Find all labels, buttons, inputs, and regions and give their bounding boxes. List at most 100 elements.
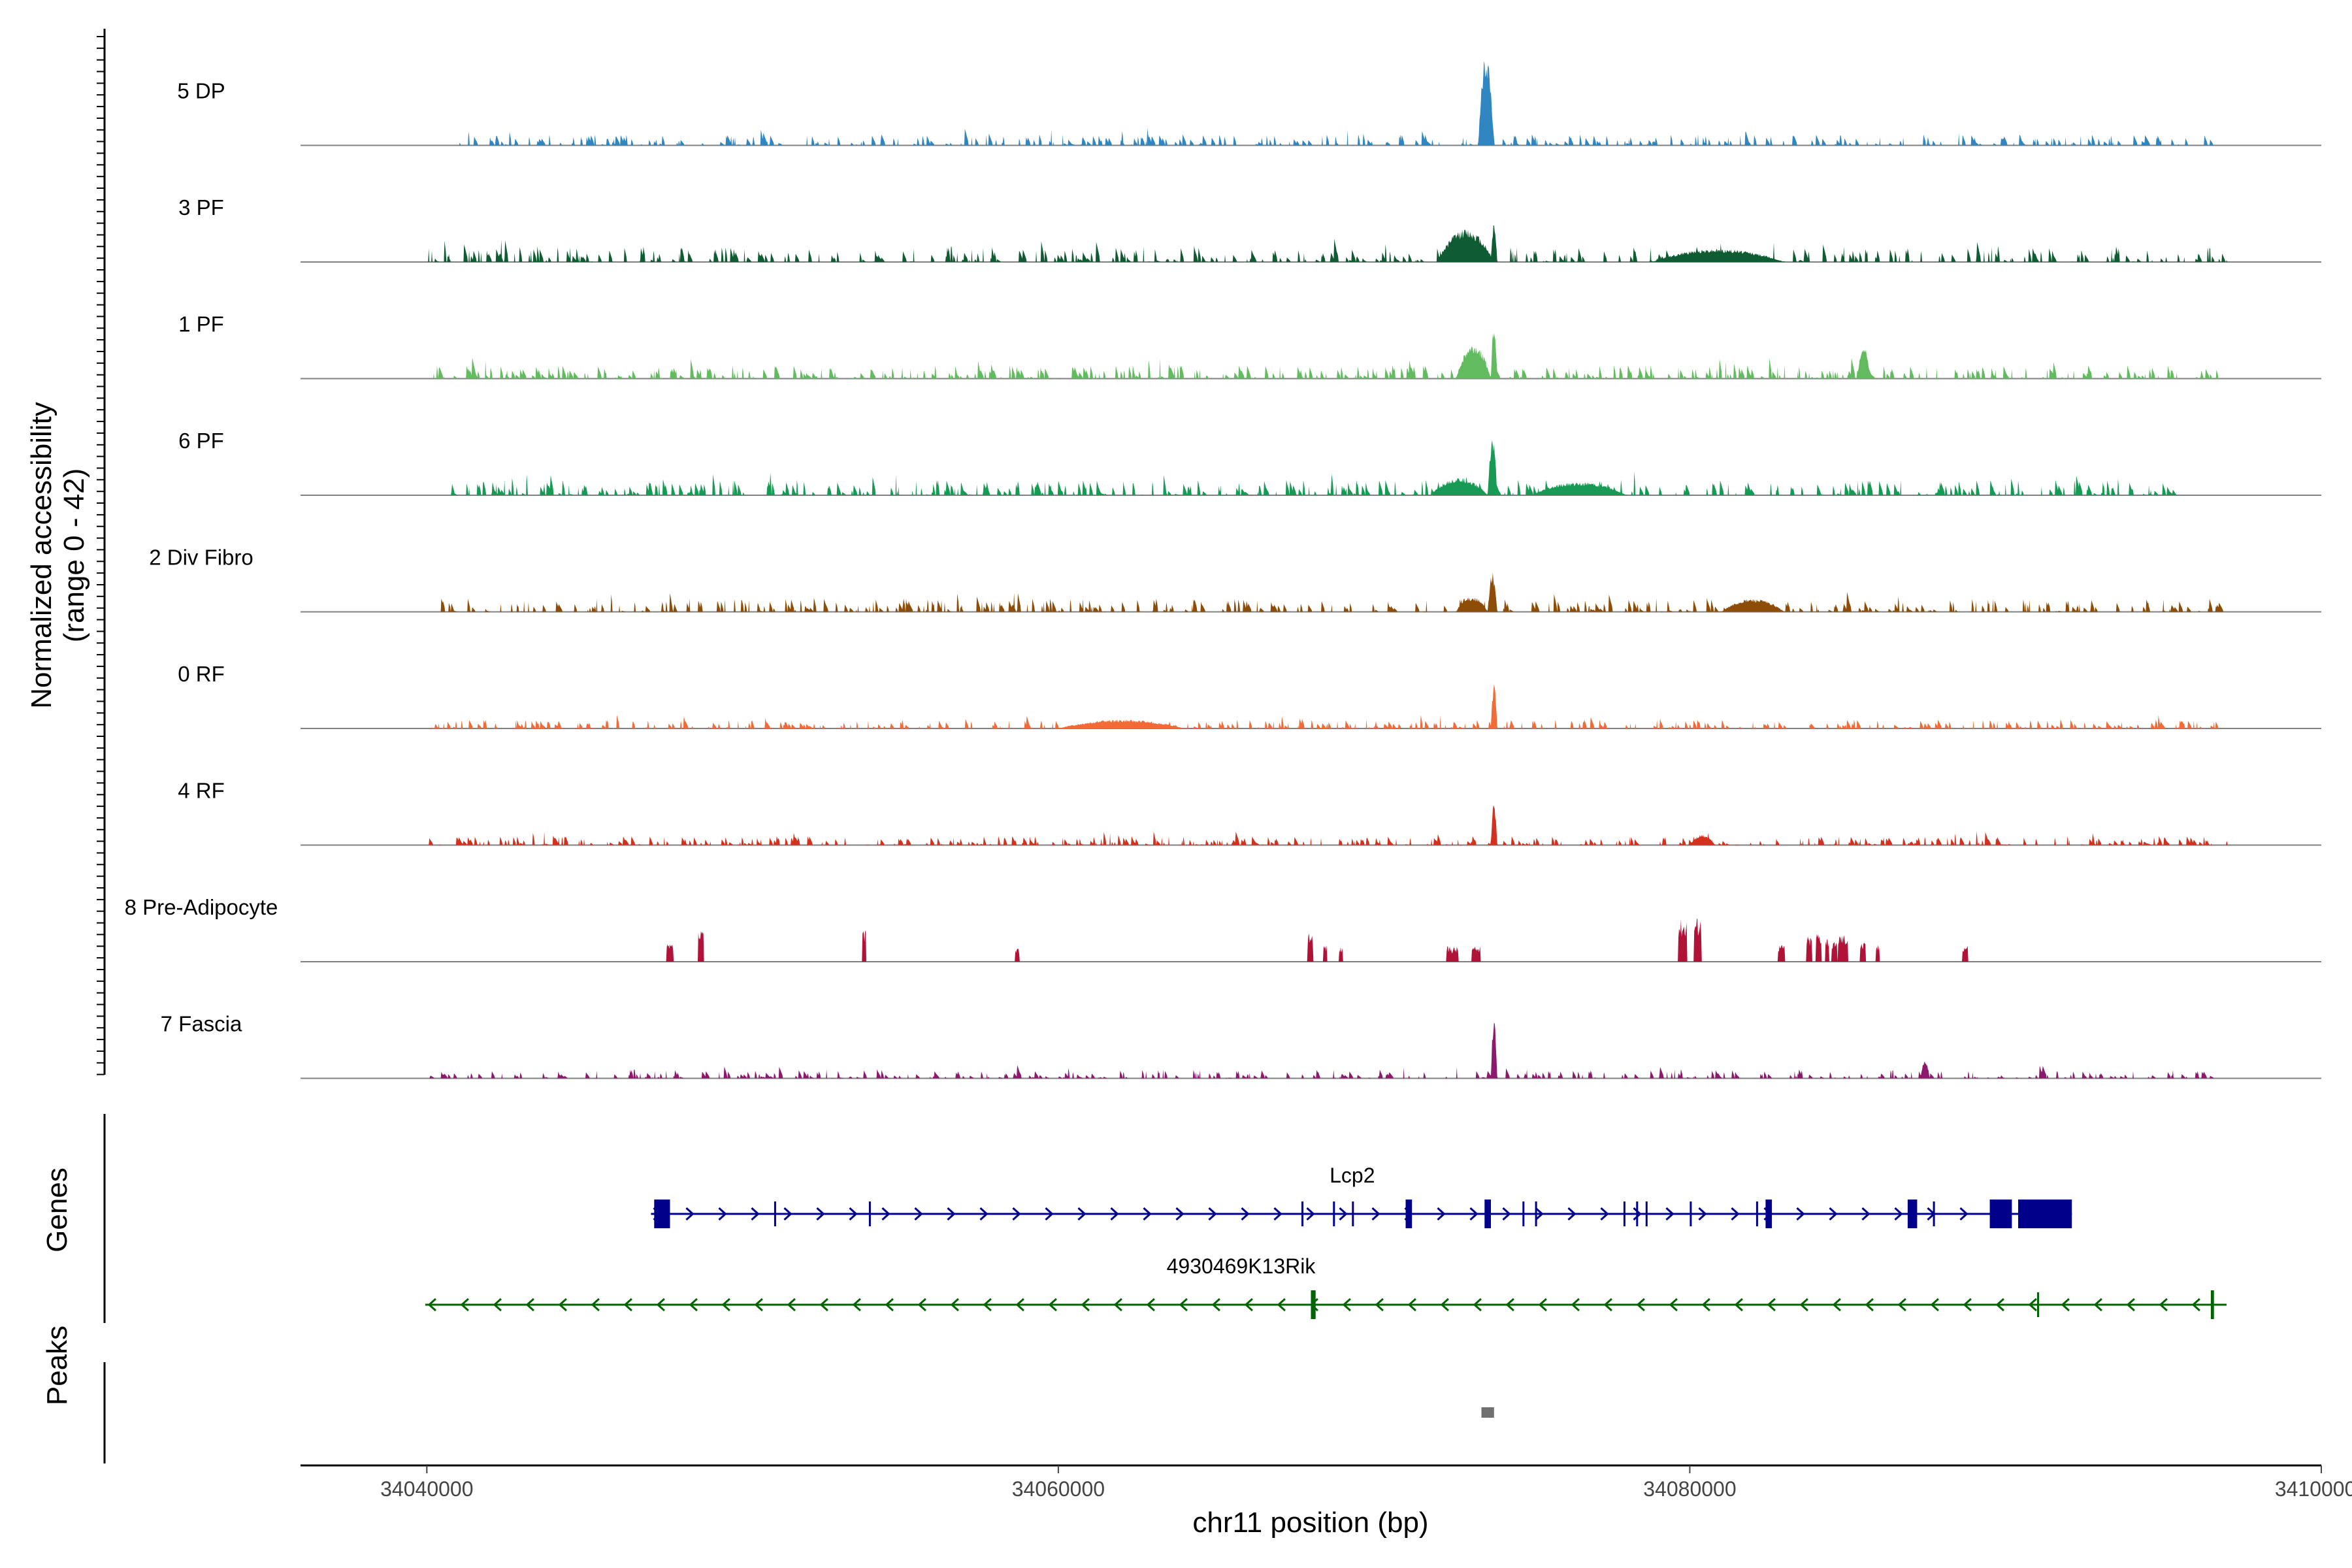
x-axis-ticks: 34040000 34060000 34080000 34100000 [380, 1465, 2352, 1501]
coverage-track-5: 0 RF [178, 662, 2321, 729]
strand-arrow [1767, 1298, 1776, 1312]
strand-arrow [983, 1298, 992, 1312]
strand-arrow [1633, 1207, 1642, 1221]
exon-block [774, 1201, 776, 1226]
strand-arrow [1469, 1207, 1478, 1221]
coverage-area [301, 572, 2321, 612]
coverage-track-8: 7 Fascia [161, 1012, 2321, 1079]
exon-block [1301, 1201, 1303, 1226]
strand-arrow [1113, 1298, 1122, 1312]
strand-arrow [1241, 1207, 1250, 1221]
strand-arrow [1796, 1207, 1805, 1221]
strand-arrow [881, 1207, 890, 1221]
strand-arrow [2159, 1298, 2168, 1312]
exon-block [1405, 1200, 1413, 1228]
strand-arrow [1048, 1298, 1057, 1312]
gene-annotation-track: Lcp2 4930469K13Rik [425, 1164, 2227, 1319]
strand-arrow [1567, 1207, 1576, 1221]
strand-arrow [1832, 1298, 1841, 1312]
track-label: 0 RF [178, 662, 225, 686]
strand-arrow [1371, 1207, 1380, 1221]
coverage-track-3: 6 PF [178, 429, 2321, 496]
strand-arrow [1407, 1298, 1416, 1312]
strand-arrow [460, 1298, 469, 1312]
strand-arrow [1306, 1207, 1315, 1221]
exon-block [1933, 1201, 1935, 1226]
strand-arrow [1799, 1298, 1808, 1312]
strand-arrow [754, 1298, 763, 1312]
coverage-area [301, 440, 2321, 495]
strand-arrow [2061, 1298, 2070, 1312]
strand-arrow [1339, 1207, 1348, 1221]
gene-4930469K13Rik: 4930469K13Rik [425, 1254, 2227, 1319]
exon-block [1989, 1200, 2012, 1228]
strand-arrow [1146, 1298, 1155, 1312]
track-label: 3 PF [178, 195, 224, 220]
coverage-y-ticks [97, 36, 105, 1075]
strand-arrow [1731, 1207, 1740, 1221]
strand-arrow [819, 1298, 828, 1312]
strand-arrow [1081, 1298, 1090, 1312]
exon-block [654, 1200, 670, 1228]
exon-block [1522, 1201, 1525, 1226]
strand-arrow [1208, 1207, 1217, 1221]
strand-arrow [1959, 1207, 1968, 1221]
strand-arrow [751, 1207, 760, 1221]
peak-track [1481, 1407, 1494, 1418]
strand-arrow [917, 1298, 926, 1312]
exon-block [1535, 1201, 1537, 1226]
exon-block [1352, 1201, 1354, 1226]
strand-arrow [1603, 1298, 1612, 1312]
gene-label: Lcp2 [1330, 1164, 1375, 1187]
strand-arrow [1077, 1207, 1086, 1221]
coverage-area [301, 805, 2321, 845]
strand-arrow [852, 1298, 861, 1312]
strand-arrow [947, 1207, 956, 1221]
peaks-panel-title: Peaks [41, 1326, 73, 1405]
x-axis-label: chr11 position (bp) [1192, 1507, 1428, 1539]
coverage-track-4: 2 Div Fibro [149, 546, 2321, 613]
track-label: 1 PF [178, 312, 224, 336]
track-label: 8 Pre-Adipocyte [125, 895, 278, 919]
exon-block [1765, 1200, 1772, 1228]
coverage-area [301, 61, 2321, 146]
exon-block [1907, 1200, 1918, 1228]
strand-arrow [1600, 1207, 1609, 1221]
strand-arrow [1698, 1207, 1707, 1221]
coverage-area [301, 684, 2321, 728]
exon-block [868, 1201, 871, 1226]
strand-arrow [1143, 1207, 1152, 1221]
coverage-area [301, 225, 2321, 262]
strand-arrow [623, 1298, 632, 1312]
strand-arrow [1244, 1298, 1253, 1312]
strand-arrow [1179, 1298, 1188, 1312]
coverage-area [301, 333, 2321, 379]
coverage-track-6: 4 RF [178, 779, 2321, 846]
strand-arrow [1963, 1298, 1972, 1312]
strand-arrow [1437, 1207, 1446, 1221]
exon-block [1333, 1201, 1335, 1226]
strand-arrow [1669, 1298, 1678, 1312]
x-tick-label: 34040000 [380, 1477, 473, 1501]
peak-region [1481, 1407, 1494, 1418]
strand-arrow [1045, 1207, 1054, 1221]
strand-arrow [1012, 1207, 1021, 1221]
strand-arrow [721, 1298, 730, 1312]
strand-arrow [1701, 1298, 1710, 1312]
coverage-area [301, 918, 2321, 962]
coverage-area [301, 1022, 2321, 1079]
strand-arrow [1505, 1298, 1514, 1312]
strand-arrow [1342, 1298, 1351, 1312]
x-tick-label: 34100000 [2275, 1477, 2352, 1501]
exon-block [1756, 1201, 1758, 1226]
exon-block [2037, 1292, 2039, 1317]
strand-arrow [1897, 1298, 1906, 1312]
strand-arrow [914, 1207, 923, 1221]
strand-arrow [1995, 1298, 2004, 1312]
strand-arrow [1110, 1207, 1119, 1221]
strand-arrow [1861, 1207, 1870, 1221]
exon-block [1645, 1201, 1648, 1226]
strand-arrow [493, 1298, 502, 1312]
strand-arrow [1538, 1298, 1547, 1312]
strand-arrow [783, 1207, 792, 1221]
